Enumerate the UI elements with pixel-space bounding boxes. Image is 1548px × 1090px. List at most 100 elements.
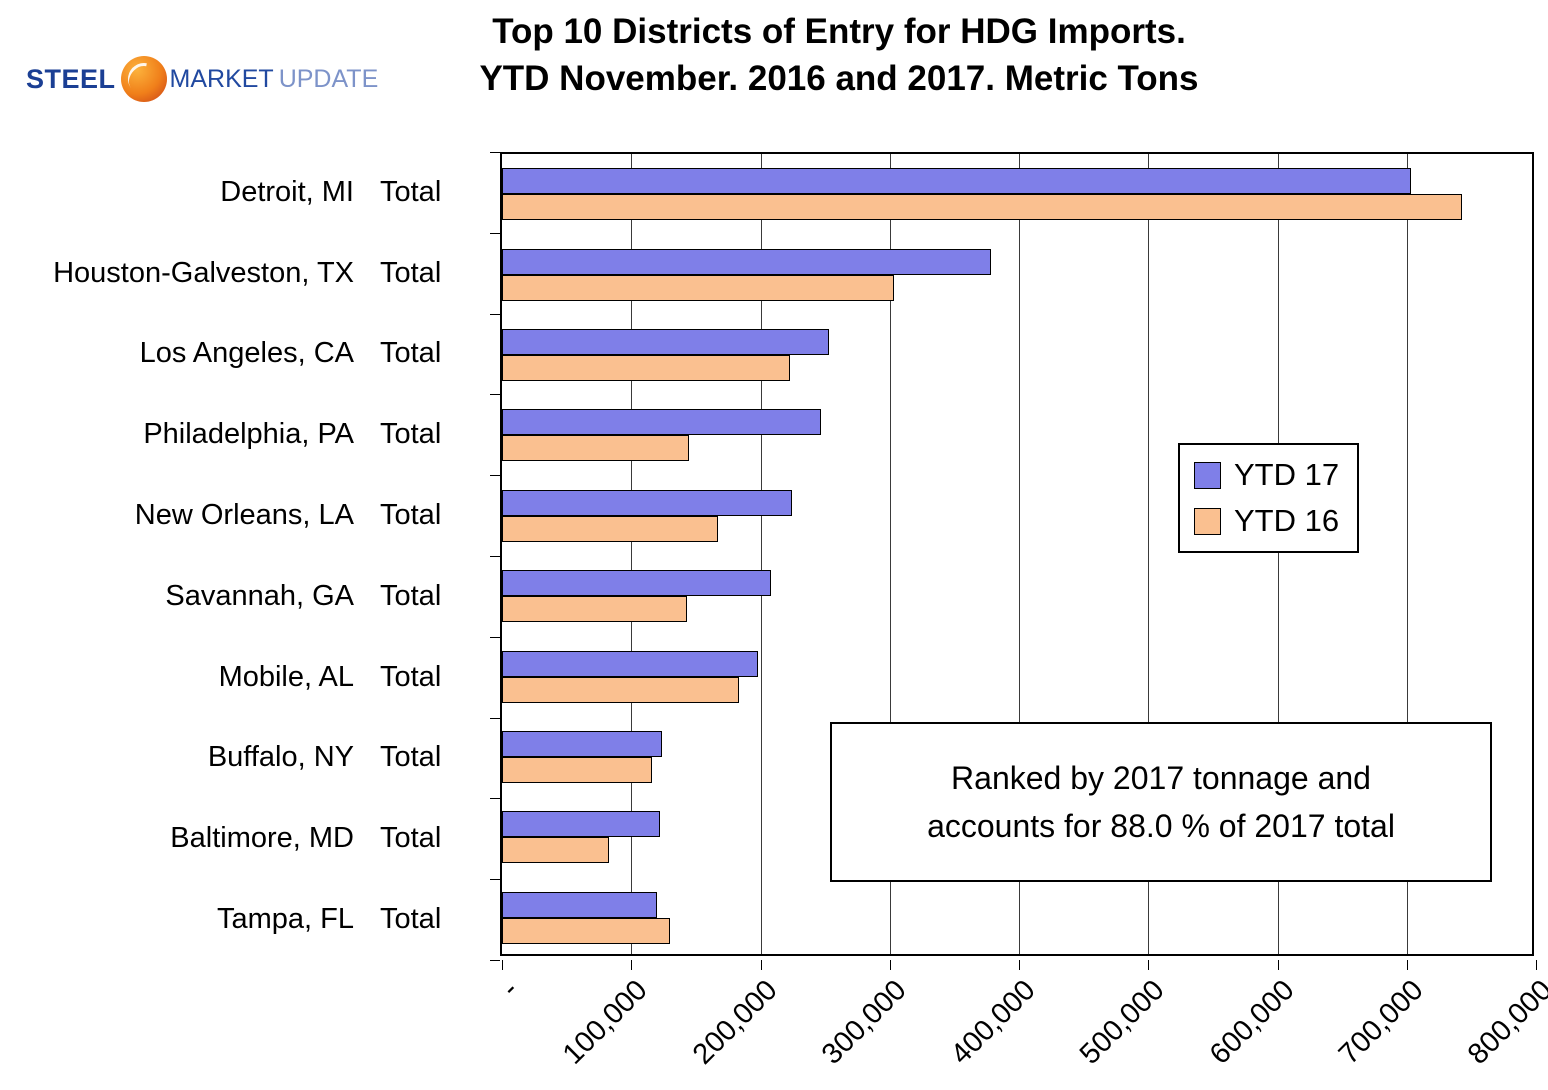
category-suffix: Total xyxy=(380,418,442,451)
category-city: New Orleans, LA xyxy=(134,499,354,532)
category-suffix: Total xyxy=(380,337,442,370)
gridline xyxy=(889,154,891,954)
category-label: Buffalo, NY Total xyxy=(0,718,478,799)
category-label: Philadelphia, PA Total xyxy=(0,394,478,475)
category-city: Buffalo, NY xyxy=(207,741,354,774)
legend: YTD 17 YTD 16 xyxy=(1178,443,1360,553)
category-city: Philadelphia, PA xyxy=(143,418,354,451)
gridline xyxy=(760,154,762,954)
x-tick xyxy=(889,960,891,970)
logo-globe-icon xyxy=(120,56,167,102)
category-label: Los Angeles, CA Total xyxy=(0,314,478,395)
category-suffix: Total xyxy=(380,256,442,289)
y-tick xyxy=(490,717,500,719)
bar-ytd-17 xyxy=(502,248,991,275)
category-label: Mobile, AL Total xyxy=(0,637,478,718)
gridline xyxy=(1148,154,1150,954)
bar-ytd-17 xyxy=(502,489,792,516)
category-city: Houston-Galveston, TX xyxy=(53,256,354,289)
logo-market-text: MARKET xyxy=(169,64,274,93)
x-tick-label: 400,000 xyxy=(944,974,1042,1071)
category-suffix: Total xyxy=(380,579,442,612)
bar-ytd-17 xyxy=(502,409,822,436)
annotation-line2: accounts for 88.0 % of 2017 total xyxy=(927,808,1395,844)
y-tick xyxy=(490,879,500,881)
y-tick xyxy=(490,313,500,315)
plot-area: YTD 17 YTD 16 Ranked by 2017 tonnage and… xyxy=(500,152,1534,956)
y-tick xyxy=(490,556,500,557)
chart-title: Top 10 Districts of Entry for HDG Import… xyxy=(0,8,1548,103)
category-city: Baltimore, MD xyxy=(170,822,354,855)
bar-ytd-16 xyxy=(502,757,652,783)
x-tick-label: 700,000 xyxy=(1332,974,1430,1071)
bar-ytd-16 xyxy=(502,917,671,944)
gridline xyxy=(1277,154,1279,954)
category-label: Tampa, FL Total xyxy=(0,879,478,960)
legend-item-ytd17: YTD 17 xyxy=(1194,457,1339,493)
bar-ytd-16 xyxy=(502,837,610,864)
y-tick xyxy=(490,152,500,153)
category-label: Savannah, GA Total xyxy=(0,556,478,637)
category-city: Savannah, GA xyxy=(165,579,354,612)
category-city: Detroit, MI xyxy=(220,175,354,208)
x-tick xyxy=(502,960,503,970)
bar-ytd-17 xyxy=(502,168,1411,195)
x-tick xyxy=(1148,960,1150,970)
legend-label-ytd17: YTD 17 xyxy=(1234,457,1340,492)
x-tick xyxy=(760,960,762,970)
category-suffix: Total xyxy=(380,175,442,208)
x-tick-label: - xyxy=(495,974,525,1004)
category-suffix: Total xyxy=(380,741,442,774)
category-suffix: Total xyxy=(380,822,442,855)
x-tick xyxy=(1406,960,1408,970)
category-axis-labels: Detroit, MI Total Houston-Galveston, TX Tot… xyxy=(0,152,478,960)
category-suffix: Total xyxy=(380,660,442,693)
y-tick xyxy=(490,960,500,961)
annotation-line1: Ranked by 2017 tonnage and xyxy=(951,760,1371,796)
annotation-box: Ranked by 2017 tonnage and accounts for … xyxy=(830,722,1492,882)
category-label: Houston-Galveston, TX Total xyxy=(0,233,478,314)
y-tick xyxy=(490,232,500,234)
bar-ytd-17 xyxy=(502,650,758,677)
y-tick xyxy=(490,394,500,396)
category-city: Los Angeles, CA xyxy=(139,337,354,370)
bar-ytd-17 xyxy=(502,891,658,918)
category-suffix: Total xyxy=(380,499,442,532)
gridline xyxy=(631,154,633,954)
bar-ytd-17 xyxy=(502,731,663,757)
bar-ytd-16 xyxy=(502,355,791,381)
bar-ytd-16 xyxy=(502,515,718,542)
bar-ytd-16 xyxy=(502,194,1463,221)
category-label: New Orleans, LA Total xyxy=(0,475,478,556)
smu-logo: STEEL MARKET UPDATE xyxy=(26,56,378,102)
category-label: Baltimore, MD Total xyxy=(0,798,478,879)
y-tick xyxy=(490,636,500,638)
x-tick-label: 800,000 xyxy=(1461,974,1548,1071)
bar-ytd-17 xyxy=(502,570,771,597)
gridline xyxy=(1406,154,1408,954)
y-tick xyxy=(490,475,500,477)
legend-label-ytd16: YTD 16 xyxy=(1234,503,1340,538)
logo-steel-text: STEEL xyxy=(26,63,116,94)
bar-ytd-17 xyxy=(502,811,660,838)
ytd16-swatch xyxy=(1194,507,1221,535)
bar-ytd-16 xyxy=(502,676,739,703)
legend-item-ytd16: YTD 16 xyxy=(1194,503,1339,539)
x-tick-label: 100,000 xyxy=(557,974,654,1071)
x-tick-label: 300,000 xyxy=(815,974,913,1071)
bar-ytd-16 xyxy=(502,596,687,623)
category-city: Tampa, FL xyxy=(217,903,354,936)
ytd17-swatch xyxy=(1194,461,1221,489)
x-tick xyxy=(1019,960,1020,970)
chart-title-line1: Top 10 Districts of Entry for HDG Import… xyxy=(492,12,1186,51)
x-tick xyxy=(1277,960,1279,970)
bar-ytd-16 xyxy=(502,274,894,301)
x-tick xyxy=(631,960,633,970)
x-tick-label: 600,000 xyxy=(1203,974,1301,1071)
x-tick-label: 500,000 xyxy=(1074,974,1171,1071)
chart-title-line2: YTD November. 2016 and 2017. Metric Tons xyxy=(479,59,1199,99)
bar-ytd-16 xyxy=(502,435,690,462)
category-suffix: Total xyxy=(380,903,442,936)
category-city: Mobile, AL xyxy=(218,660,354,693)
